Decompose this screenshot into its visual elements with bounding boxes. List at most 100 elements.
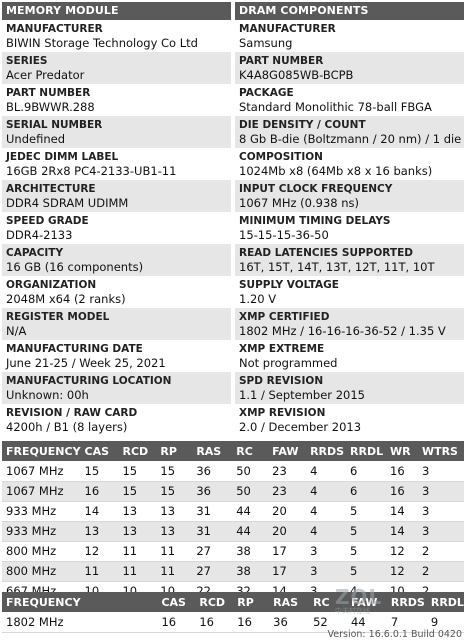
table-cell: 6 [346,481,387,502]
field-value: Unknown: 00h [6,388,89,402]
table-cell: 4 [306,461,347,482]
column-header-rrdl: RRDL [346,441,387,461]
field-value: 1802 MHz / 16-16-16-36-52 / 1.35 V [239,324,446,338]
field-label: XMP CERTIFIED [239,311,330,323]
field-manufacturing-date: MANUFACTURING DATE June 21-25 / Week 25, … [2,340,231,372]
field-package: PACKAGE Standard Monolithic 78-ball FBGA [235,84,464,116]
table-cell: 5 [346,541,387,562]
table-cell: 44 [232,501,269,522]
column-header-cas: CAS [80,441,119,461]
table-cell: 14 [386,521,418,542]
column-header-rcd: RCD [118,441,157,461]
table-cell: 3 [417,501,464,522]
field-composition: COMPOSITION 1024Mb x8 (64Mb x8 x 16 banks… [235,148,464,180]
field-label: ORGANIZATION [6,279,97,291]
table-cell: 44 [232,521,269,542]
field-xmp-revision: XMP REVISION 2.0 / December 2013 [235,404,464,436]
field-manufacturer: MANUFACTURER Samsung [235,20,464,52]
column-header-ras: RAS [269,592,310,612]
field-xmp-extreme: XMP EXTREME Not programmed [235,340,464,372]
table-row: 933 MHz 13 13 13 31 44 20 4 5 14 3 [2,521,464,542]
table-cell: 15 [118,461,157,482]
table-cell: 6 [346,461,387,482]
table-cell: 13 [118,501,157,522]
field-spd-revision: SPD REVISION 1.1 / September 2015 [235,372,464,404]
field-value: Samsung [239,36,293,50]
memory-module-column: MEMORY MODULE MANUFACTURER BIWIN Storage … [2,2,231,436]
column-header-rcd: RCD [195,592,234,612]
field-serial-number: SERIAL NUMBER Undefined [2,116,231,148]
table-cell: 16 [233,612,270,633]
table-cell: 800 MHz [2,541,81,562]
column-header-faw: FAW [346,592,387,612]
column-header-wr: WR [386,441,418,461]
table-cell: 11 [118,561,157,582]
field-value: 1.20 V [239,292,277,306]
table-cell: 15 [118,481,157,502]
table-cell: 17 [268,541,307,562]
field-architecture: ARCHITECTURE DDR4 SDRAM UDIMM [2,180,231,212]
field-jedec-dimm-label: JEDEC DIMM LABEL 16GB 2Rx8 PC4-2133-UB1-1… [2,148,231,180]
field-value: Standard Monolithic 78-ball FBGA [239,100,432,114]
field-label: REVISION / RAW CARD [6,407,138,419]
table-row: 800 MHz 11 11 11 27 38 17 3 5 12 2 [2,561,464,582]
table-cell: 38 [232,561,269,582]
field-value: 1.1 / September 2015 [239,388,365,402]
field-value: Undefined [6,132,65,146]
field-label: SERIES [6,55,48,67]
field-organization: ORGANIZATION 2048M x64 (2 ranks) [2,276,231,308]
table-cell: 36 [269,612,310,633]
table-cell: 1802 MHz [2,612,158,633]
table-cell: 23 [268,461,307,482]
table-row: 800 MHz 12 11 11 27 38 17 3 5 12 2 [2,541,464,562]
table-cell: 13 [118,521,157,542]
table-cell: 31 [192,521,233,542]
table-row: 1067 MHz 15 15 15 36 50 23 4 6 16 3 [2,461,464,482]
field-value: 16GB 2Rx8 PC4-2133-UB1-11 [6,164,177,178]
table-cell: 15 [156,461,193,482]
field-label: XMP REVISION [239,407,326,419]
table-cell: 27 [192,561,233,582]
table-cell: 3 [417,481,464,502]
field-value: 4200h / B1 (8 layers) [6,420,128,434]
table-cell: 13 [80,521,119,542]
field-label: PACKAGE [239,87,294,99]
table-cell: 16 [386,461,418,482]
table-cell: 3 [417,521,464,542]
table-cell: 7 [386,612,427,633]
table-cell: 12 [386,541,418,562]
table-cell: 38 [232,541,269,562]
field-label: SPEED GRADE [6,215,89,227]
table-cell: 4 [306,481,347,502]
table-cell: 16 [386,481,418,502]
table-cell: 5 [346,501,387,522]
field-series: SERIES Acer Predator [2,52,231,84]
field-value: 2.0 / December 2013 [239,420,362,434]
table-cell: 4 [306,521,347,542]
column-header-cas: CAS [157,592,196,612]
column-header-frequency: FREQUENCY [2,592,158,612]
dram-components-header: DRAM COMPONENTS [235,2,464,20]
field-part-number: PART NUMBER BL.9BWWR.288 [2,84,231,116]
table-cell: 16 [157,612,196,633]
table-row: 1802 MHz 16 16 16 36 52 44 7 9 [2,612,464,633]
field-value: 1024Mb x8 (64Mb x8 x 16 banks) [239,164,433,178]
version-label: Version: 16.6.0.1 Build 0420 [327,629,463,640]
column-header-rp: RP [156,441,193,461]
table-cell: 2 [417,541,464,562]
field-value: BL.9BWWR.288 [6,100,95,114]
table-cell: 11 [156,541,193,562]
field-manufacturing-location: MANUFACTURING LOCATION Unknown: 00h [2,372,231,404]
column-header-wtrs: WTRS [417,441,464,461]
field-value: 16T, 15T, 14T, 13T, 12T, 11T, 10T [239,260,435,274]
field-label: PART NUMBER [239,55,324,67]
table-cell: 13 [156,501,193,522]
table-cell: 1067 MHz [2,461,81,482]
field-value: June 21-25 / Week 25, 2021 [6,356,166,370]
field-value: 1067 MHz (0.938 ns) [239,196,360,210]
field-revision-raw-card: REVISION / RAW CARD 4200h / B1 (8 layers) [2,404,231,436]
field-minimum-timing-delays: MINIMUM TIMING DELAYS 15-15-15-36-50 [235,212,464,244]
field-value: 16 GB (16 components) [6,260,144,274]
table-cell: 2 [417,561,464,582]
field-part-number: PART NUMBER K4A8G085WB-BCPB [235,52,464,84]
